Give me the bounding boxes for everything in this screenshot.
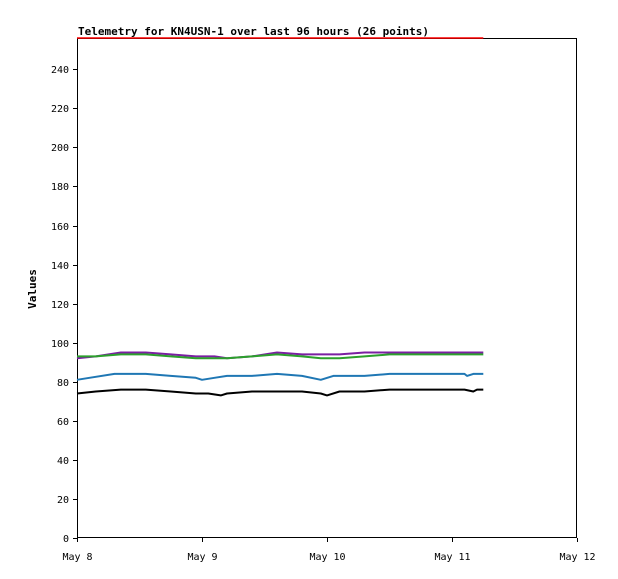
y-tick-label: 160 <box>51 222 69 233</box>
x-tick-label: May 9 <box>187 552 217 563</box>
x-tick-label: May 11 <box>434 552 470 563</box>
y-tick-label: 220 <box>51 104 69 115</box>
y-tick-label: 80 <box>57 378 69 389</box>
y-tick-label: 140 <box>51 261 69 272</box>
y-axis-label: Values <box>26 269 39 309</box>
y-axis-ticks: 0 20 40 60 80 100 120 140 160 180 200 220 240 <box>51 65 77 545</box>
x-tick-label: May 8 <box>62 552 92 563</box>
y-tick-label: 40 <box>57 456 69 467</box>
y-tick-label: 0 <box>63 534 69 545</box>
x-tick-label: May 12 <box>559 552 595 563</box>
series-line-3 <box>76 372 484 381</box>
y-tick-label: 180 <box>51 182 69 193</box>
series-line-1 <box>76 351 484 360</box>
series-line-2 <box>77 353 484 360</box>
x-tick-label: May 10 <box>309 552 345 563</box>
y-tick-label: 100 <box>51 339 69 350</box>
x-axis-ticks: May 8 May 9 May 10 May 11 May 12 <box>62 538 596 563</box>
y-tick-label: 240 <box>51 65 69 76</box>
y-tick-label: 200 <box>51 143 69 154</box>
y-tick-label: 20 <box>57 495 69 506</box>
y-tick-label: 60 <box>57 417 69 428</box>
chart-title: Telemetry for KN4USN-1 over last 96 hour… <box>78 25 429 38</box>
series-line-4 <box>76 388 484 397</box>
series-layer <box>76 37 484 397</box>
y-tick-label: 120 <box>51 300 69 311</box>
